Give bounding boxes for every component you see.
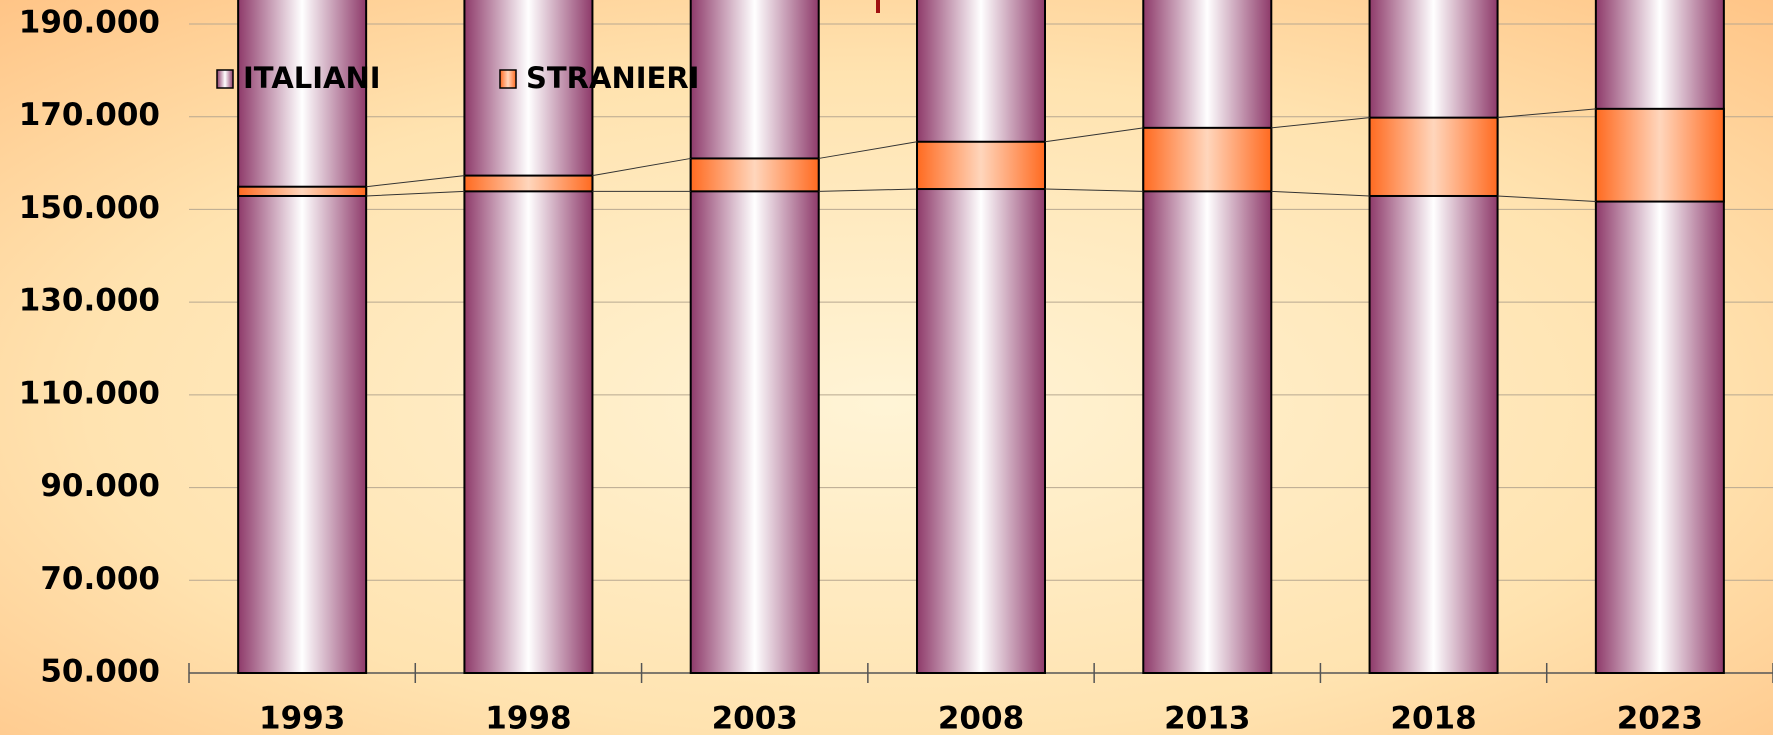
y-tick-label: 130.000 xyxy=(19,283,160,319)
bar-segment xyxy=(1142,126,1273,193)
decoration xyxy=(876,0,880,13)
legend-swatch xyxy=(216,69,234,89)
bar-segment xyxy=(1594,0,1725,674)
x-tick-label: 1993 xyxy=(259,701,345,735)
bar-segment xyxy=(237,0,368,675)
y-tick-label: 70.000 xyxy=(40,561,160,597)
x-tick-label: 2023 xyxy=(1617,701,1703,735)
y-tick-label: 110.000 xyxy=(19,375,160,411)
legend-label: STRANIERI xyxy=(526,61,699,95)
bar-segment xyxy=(463,0,594,674)
bar-segment xyxy=(689,157,820,193)
x-tick-label: 2018 xyxy=(1390,701,1476,735)
bar-segment xyxy=(1142,0,1273,674)
bar-segment xyxy=(916,140,1046,191)
x-tick-label: 1998 xyxy=(485,701,571,735)
bar-segment xyxy=(1368,0,1499,675)
y-tick-label: 50.000 xyxy=(40,654,160,690)
bar-segment xyxy=(237,185,368,197)
bar-segment xyxy=(463,174,594,193)
y-tick-label: 170.000 xyxy=(19,97,160,133)
x-tick-label: 2008 xyxy=(938,701,1024,735)
legend-label: ITALIANI xyxy=(243,61,381,95)
y-tick-label: 150.000 xyxy=(19,190,160,226)
legend-swatch xyxy=(499,69,517,89)
y-tick-label: 190.000 xyxy=(19,5,160,41)
x-tick-label: 2013 xyxy=(1164,701,1250,735)
connector-line xyxy=(366,188,1596,203)
bar-segment xyxy=(689,0,820,674)
bar-segment xyxy=(916,0,1046,674)
x-tick-label: 2003 xyxy=(712,701,798,735)
y-tick-label: 90.000 xyxy=(40,468,160,504)
bar-segment xyxy=(1368,116,1499,197)
bar-segment xyxy=(1594,107,1725,203)
connector-line xyxy=(366,108,1596,188)
